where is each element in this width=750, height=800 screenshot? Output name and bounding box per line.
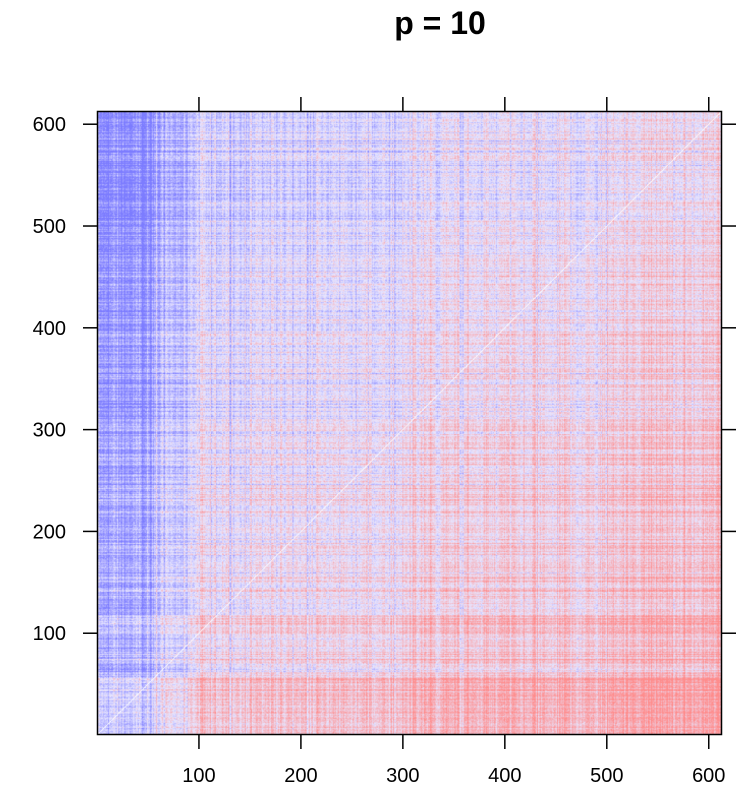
axes: 100 200 300 400 500 600 100 200 300 400 500 600 [33,97,736,787]
heatmap-cells [98,112,721,734]
x-tick-label: 600 [692,765,725,787]
heatmap-plot-area [98,112,721,734]
y-tick-label: 300 [33,420,66,442]
plot-frame [96,110,723,736]
chart-title: p = 10 [394,5,486,41]
x-tick-label: 500 [590,765,623,787]
x-tick-label: 400 [488,765,521,787]
y-tick-label: 600 [33,114,66,136]
x-tick-label: 100 [182,765,215,787]
y-tick-label: 200 [33,521,66,543]
y-tick-label: 400 [33,318,66,340]
y-tick-label: 500 [33,216,66,238]
y-tick-label: 100 [33,623,66,645]
x-tick-label: 300 [386,765,419,787]
x-tick-label: 200 [284,765,317,787]
